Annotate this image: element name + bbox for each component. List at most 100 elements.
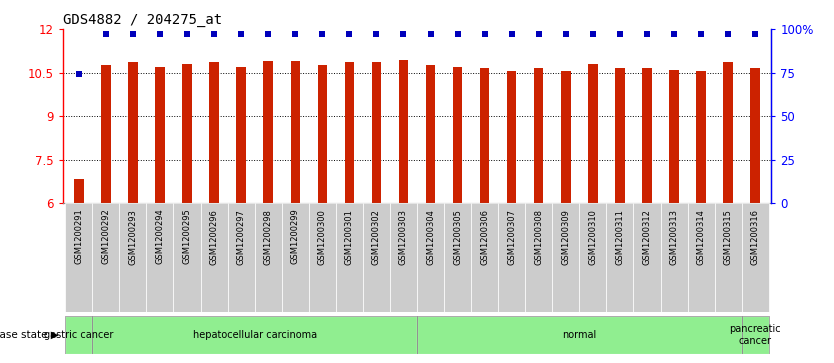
- Text: GSM1200313: GSM1200313: [670, 209, 679, 265]
- Bar: [561, 71, 570, 203]
- Point: [397, 31, 410, 37]
- Text: GSM1200316: GSM1200316: [751, 209, 760, 265]
- Bar: [417, 203, 444, 312]
- Text: GSM1200306: GSM1200306: [480, 209, 490, 265]
- Bar: [228, 203, 254, 312]
- Bar: [236, 67, 246, 203]
- Bar: [200, 203, 228, 312]
- Bar: [417, 316, 741, 354]
- Bar: [65, 316, 93, 354]
- Bar: [390, 203, 417, 312]
- Text: GSM1200305: GSM1200305: [453, 209, 462, 265]
- Point: [586, 31, 600, 37]
- Text: GSM1200295: GSM1200295: [183, 209, 192, 265]
- Point: [478, 31, 491, 37]
- Point: [99, 31, 113, 37]
- Bar: [183, 64, 192, 203]
- Text: GSM1200297: GSM1200297: [237, 209, 246, 265]
- Bar: [642, 68, 651, 203]
- Bar: [534, 68, 544, 203]
- Text: GSM1200302: GSM1200302: [372, 209, 381, 265]
- Text: GSM1200311: GSM1200311: [615, 209, 625, 265]
- Bar: [552, 203, 580, 312]
- Bar: [128, 62, 138, 203]
- Point: [505, 31, 519, 37]
- Point: [613, 31, 626, 37]
- Bar: [336, 203, 363, 312]
- Text: GSM1200296: GSM1200296: [209, 209, 219, 265]
- Point: [559, 31, 572, 37]
- Bar: [580, 203, 606, 312]
- Point: [153, 31, 167, 37]
- Text: GSM1200303: GSM1200303: [399, 209, 408, 265]
- Bar: [507, 71, 516, 203]
- Bar: [751, 68, 760, 203]
- Point: [72, 72, 85, 77]
- Bar: [254, 203, 282, 312]
- Text: normal: normal: [562, 330, 596, 340]
- Bar: [615, 68, 625, 203]
- Point: [343, 31, 356, 37]
- Point: [369, 31, 383, 37]
- Point: [289, 31, 302, 37]
- Text: GSM1200294: GSM1200294: [155, 209, 164, 265]
- Bar: [93, 316, 417, 354]
- Bar: [363, 203, 390, 312]
- Text: hepatocellular carcinoma: hepatocellular carcinoma: [193, 330, 317, 340]
- Text: GSM1200310: GSM1200310: [588, 209, 597, 265]
- Point: [532, 31, 545, 37]
- Bar: [155, 67, 164, 203]
- Text: GSM1200301: GSM1200301: [344, 209, 354, 265]
- Text: GSM1200292: GSM1200292: [102, 209, 110, 265]
- Bar: [453, 67, 462, 203]
- Bar: [480, 68, 490, 203]
- Text: gastric cancer: gastric cancer: [44, 330, 113, 340]
- Bar: [93, 203, 119, 312]
- Bar: [741, 316, 769, 354]
- Bar: [426, 65, 435, 203]
- Text: GSM1200293: GSM1200293: [128, 209, 138, 265]
- Bar: [723, 62, 733, 203]
- Bar: [471, 203, 498, 312]
- Bar: [264, 61, 273, 203]
- Point: [451, 31, 465, 37]
- Bar: [634, 203, 661, 312]
- Point: [695, 31, 708, 37]
- Text: GSM1200300: GSM1200300: [318, 209, 327, 265]
- Bar: [101, 65, 111, 203]
- Point: [234, 31, 248, 37]
- Bar: [309, 203, 336, 312]
- Bar: [606, 203, 634, 312]
- Bar: [282, 203, 309, 312]
- Text: GSM1200304: GSM1200304: [426, 209, 435, 265]
- Bar: [74, 179, 83, 203]
- Point: [641, 31, 654, 37]
- Text: GSM1200307: GSM1200307: [507, 209, 516, 265]
- Bar: [741, 316, 769, 354]
- Point: [262, 31, 275, 37]
- Bar: [696, 71, 706, 203]
- Text: disease state ▶: disease state ▶: [0, 330, 58, 340]
- Point: [424, 31, 437, 37]
- Bar: [498, 203, 525, 312]
- Bar: [318, 65, 327, 203]
- Text: GSM1200315: GSM1200315: [724, 209, 732, 265]
- Bar: [741, 203, 769, 312]
- Bar: [417, 316, 741, 354]
- Bar: [344, 62, 354, 203]
- Bar: [670, 70, 679, 203]
- Bar: [65, 316, 93, 354]
- Bar: [372, 62, 381, 203]
- Point: [721, 31, 735, 37]
- Point: [667, 31, 681, 37]
- Bar: [119, 203, 147, 312]
- Text: GSM1200312: GSM1200312: [642, 209, 651, 265]
- Bar: [290, 61, 300, 203]
- Text: GSM1200299: GSM1200299: [291, 209, 299, 265]
- Point: [208, 31, 221, 37]
- Bar: [588, 64, 598, 203]
- Point: [749, 31, 762, 37]
- Bar: [687, 203, 715, 312]
- Bar: [173, 203, 200, 312]
- Bar: [661, 203, 687, 312]
